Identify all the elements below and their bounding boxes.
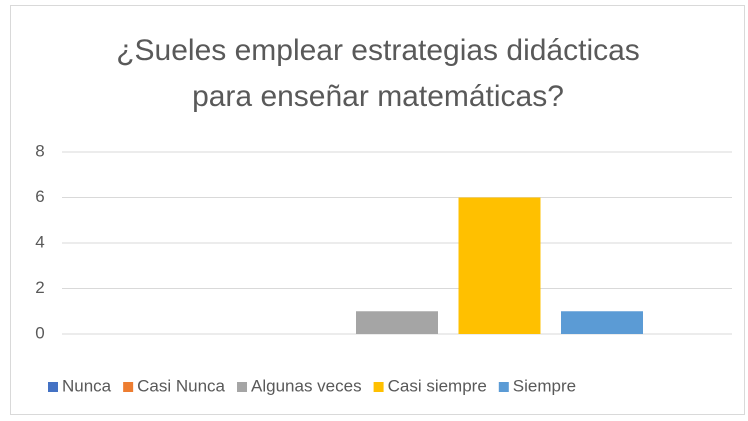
y-tick-label: 4 xyxy=(35,232,44,251)
legend-label: Algunas veces xyxy=(251,376,362,395)
chart-title: para enseñar matemáticas? xyxy=(192,80,564,113)
bar xyxy=(356,311,438,334)
legend-swatch xyxy=(48,382,58,392)
legend-label: Casi Nunca xyxy=(137,376,225,395)
legend-label: Nunca xyxy=(62,376,112,395)
legend-swatch xyxy=(123,382,134,392)
y-tick-label: 0 xyxy=(35,323,44,342)
legend-swatch xyxy=(498,382,509,392)
chart-frame xyxy=(10,5,745,415)
legend-swatch xyxy=(373,382,384,392)
legend-swatch xyxy=(237,382,248,392)
y-tick-label: 6 xyxy=(35,187,44,206)
legend-label: Siempre xyxy=(513,376,576,395)
bar xyxy=(561,311,643,334)
chart-title: ¿Sueles emplear estrategias didácticas xyxy=(116,34,640,67)
y-tick-label: 8 xyxy=(35,141,44,160)
bar xyxy=(458,197,541,334)
legend-label: Casi siempre xyxy=(388,376,487,395)
y-tick-label: 2 xyxy=(35,278,44,297)
